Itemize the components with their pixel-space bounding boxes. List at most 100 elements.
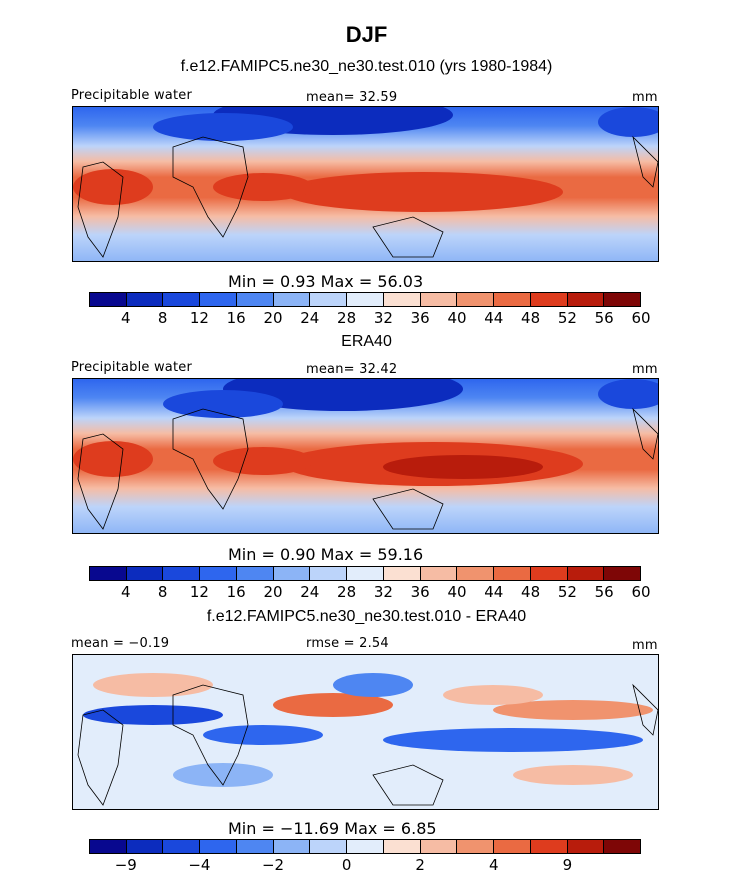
panel-3-colorbar-cell [273, 840, 311, 853]
panel-3-pos-5 [513, 765, 633, 785]
panel-2-colorbar-tick: 48 [521, 583, 541, 601]
panel-1-moist-warm-pool [283, 172, 563, 212]
panel-2-map-svg [73, 379, 658, 533]
panel-2-variable-label: Precipitable water [71, 360, 192, 375]
panel-1-colorbar-tick: 12 [189, 309, 209, 327]
panel-1-min-max: Min = 0.93 Max = 56.03 [228, 272, 424, 291]
panel-1-units: mm [632, 90, 658, 105]
panel-1-colorbar [89, 292, 641, 307]
panel-1-coast-namerica [632, 135, 658, 188]
panel-2-map [72, 378, 659, 534]
panel-2-colorbar-tick: 20 [263, 583, 283, 601]
panel-1-map-svg [73, 107, 658, 261]
panel-2-coast-namerica [632, 407, 658, 460]
panel-3-map [72, 654, 659, 810]
panel-3-pos-3 [493, 700, 653, 720]
panel-3-coast-namerica [632, 683, 658, 736]
panel-1-colorbar-tick: 4 [121, 309, 131, 327]
panel-2-coast-australia [372, 488, 444, 530]
panel-2-colorbar-cell [494, 567, 531, 580]
panel-1-colorbar-tick: 32 [373, 309, 393, 327]
panel-2-units: mm [632, 362, 658, 377]
panel-1-colorbar-cell [457, 293, 495, 306]
panel-2-moist-core [383, 455, 543, 479]
panel-3-colorbar-cell [163, 840, 201, 853]
panel-1-coast-samerica [77, 161, 124, 258]
panel-2-dry-asia [223, 379, 463, 411]
panel-2-colorbar-cell [383, 567, 421, 580]
panel-3-mean-label: mean = −0.19 [71, 636, 170, 651]
panel-3-coast-samerica [77, 709, 124, 806]
panel-3-units: mm [632, 638, 658, 653]
panel-1-moist-africa [213, 173, 313, 201]
panel-3-map-svg [73, 655, 658, 809]
panel-2-dry-north [163, 390, 283, 418]
panel-3-min-max: Min = −11.69 Max = 6.85 [228, 819, 437, 838]
panel-3-coast-australia [372, 764, 444, 806]
panel-1-coast-australia [372, 216, 444, 258]
panel-1-colorbar-cell [530, 293, 568, 306]
panel-1-colorbar-tick: 28 [337, 309, 357, 327]
panel-2-colorbar [89, 566, 641, 581]
panel-1-dry-north [153, 113, 293, 141]
panel-1-colorbar-tick: 8 [157, 309, 168, 327]
panel-3-colorbar-cell [530, 840, 568, 853]
panel-2-colorbar-cell [420, 567, 458, 580]
panel-3-colorbar-cell [383, 840, 421, 853]
panel-1-coast-africa [172, 136, 249, 238]
panel-2-colorbar-cell [567, 567, 605, 580]
panel-2-colorbar-tick: 56 [594, 583, 614, 601]
page-title: DJF [345, 22, 388, 47]
panel-3-neg-2 [203, 725, 323, 745]
panel-1-colorbar-cell [604, 293, 641, 306]
panel-1-map [72, 106, 659, 262]
panel-1-colorbar-cell [126, 293, 164, 306]
panel-1-colorbar-tick: 60 [631, 309, 651, 327]
panel-2-colorbar-tick: 16 [226, 583, 246, 601]
panel-3-colorbar-tick: −9 [114, 856, 137, 874]
panel-2-colorbar-cell [90, 567, 127, 580]
panel-2-colorbar-tick: 12 [189, 583, 209, 601]
panel-2-colorbar-cell [163, 567, 201, 580]
panel-2-colorbar-cell [200, 567, 237, 580]
panel-2-moist-africa [213, 447, 313, 475]
panel-2-colorbar-tick: 32 [373, 583, 393, 601]
panel-3-colorbar-cell [347, 840, 384, 853]
panel-2-colorbar-cell [236, 567, 274, 580]
panel-1-colorbar-cell [200, 293, 237, 306]
panel-1-colorbar-tick: 16 [226, 309, 246, 327]
panel-2-title: ERA40 [341, 333, 392, 350]
panel-3-rmse-label: rmse = 2.54 [306, 636, 389, 651]
panel-3-colorbar-cell [236, 840, 274, 853]
panel-3-colorbar-tick: −4 [188, 856, 211, 874]
panel-2-dry-na [598, 379, 658, 409]
panel-3-colorbar-cell [494, 840, 531, 853]
panel-3-colorbar-cell [200, 840, 237, 853]
panel-2-colorbar-tick: 52 [557, 583, 577, 601]
panel-3-neg-4 [333, 673, 413, 697]
panel-3-neg-3 [383, 728, 643, 752]
panel-1-colorbar-tick: 52 [557, 309, 577, 327]
panel-2-colorbar-cell [347, 567, 384, 580]
panel-1-colorbar-tick: 56 [594, 309, 614, 327]
panel-2-colorbar-cell [457, 567, 495, 580]
panel-2-colorbar-tick: 8 [157, 583, 168, 601]
panel-3-colorbar [89, 839, 641, 854]
panel-1-title: f.e12.FAMIPC5.ne30_ne30.test.010 (yrs 19… [180, 58, 553, 75]
panel-3-colorbar-cell [567, 840, 605, 853]
panel-2-mean-label: mean= 32.42 [306, 362, 398, 377]
panel-3-colorbar-tick: 9 [562, 856, 573, 874]
panel-3-colorbar-tick: 2 [415, 856, 425, 874]
panel-3-neg-5 [173, 763, 273, 787]
panel-3-colorbar-tick: −2 [261, 856, 285, 874]
panel-3-coast-africa [172, 684, 249, 786]
panel-1-colorbar-ticks: 4 8 12 16 20 24 28 32 36 40 44 48 52 56 60 [89, 309, 651, 327]
panel-1-variable-label: Precipitable water [71, 88, 192, 103]
panel-1-colorbar-cell [236, 293, 274, 306]
panel-2-min-max: Min = 0.90 Max = 59.16 [228, 545, 424, 564]
panel-2-colorbar-tick: 36 [410, 583, 430, 601]
panel-2-colorbar-tick: 4 [121, 583, 131, 601]
panel-1-colorbar-tick: 24 [300, 309, 320, 327]
panel-1-dry-na [598, 107, 658, 137]
panel-1-colorbar-tick: 44 [484, 309, 504, 327]
